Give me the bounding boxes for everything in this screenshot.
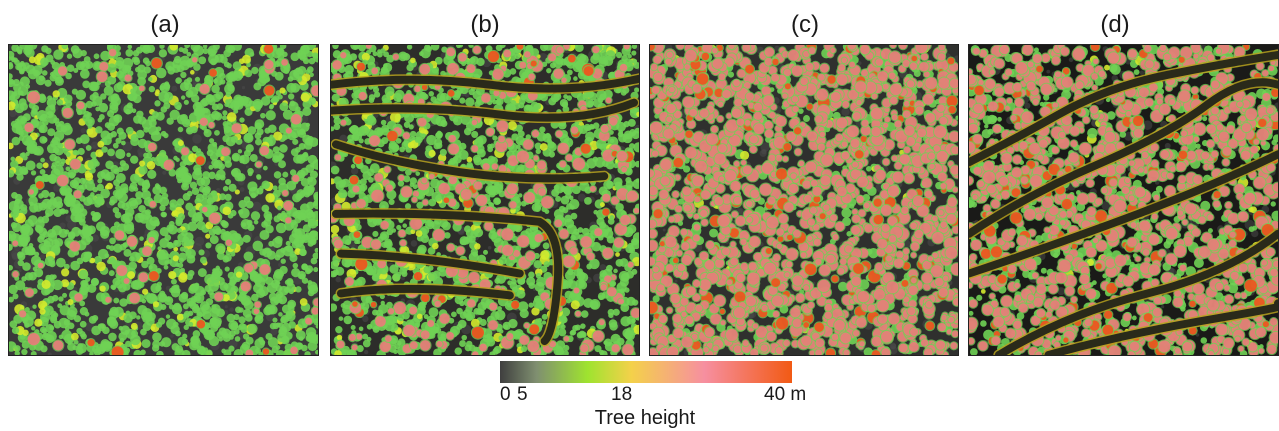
panel-b-tree-height-map: [330, 44, 640, 356]
tree-height-colorbar: [500, 361, 792, 383]
colorbar-tick-0: 0: [500, 384, 511, 405]
panel-a-label: (a): [150, 11, 180, 38]
panel-d-tree-height-map: [968, 44, 1279, 356]
colorbar-tick-40: 40 m: [764, 384, 807, 405]
colorbar-title: Tree height: [594, 407, 696, 429]
panel-c-tree-height-map: [649, 44, 959, 356]
panel-b-label: (b): [470, 11, 500, 38]
panel-d-label: (d): [1100, 11, 1130, 38]
panel-c-label: (c): [791, 11, 819, 38]
panel-a-tree-height-map: [8, 44, 319, 356]
colorbar-tick-5: 5: [517, 384, 528, 405]
colorbar-tick-18: 18: [611, 384, 633, 405]
